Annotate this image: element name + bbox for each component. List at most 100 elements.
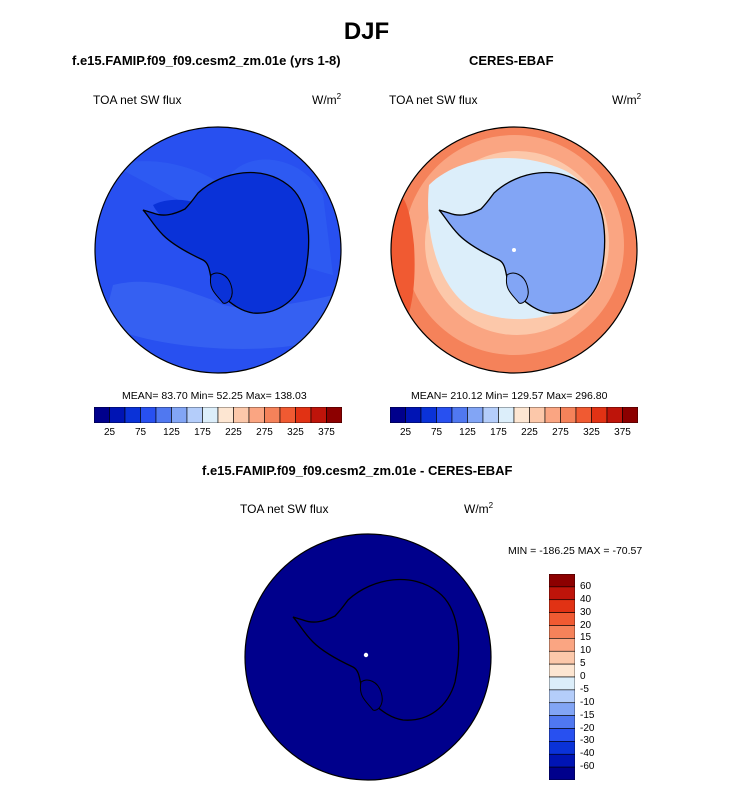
colorbar-tick-label: 325 <box>583 427 600 438</box>
colorbar-swatch <box>124 407 141 423</box>
colorbar-tick-label: 375 <box>614 427 631 438</box>
colorbar-swatch <box>549 728 575 742</box>
colorbar-tick-label: 375 <box>318 427 335 438</box>
colorbar-tick-label: 60 <box>580 580 592 592</box>
obs-panel-title: CERES-EBAF <box>469 53 554 68</box>
model-units-label: W/m2 <box>312 92 342 107</box>
colorbar-swatch <box>560 407 577 423</box>
colorbar-swatch <box>326 407 342 423</box>
colorbar-swatch <box>575 407 592 423</box>
colorbar-swatch <box>482 407 499 423</box>
colorbar-tick-label: 175 <box>194 427 211 438</box>
colorbar-swatch <box>549 676 575 691</box>
colorbar-swatch <box>529 407 546 423</box>
figure-title: DJF <box>343 18 390 45</box>
colorbar-swatch <box>109 407 126 423</box>
colorbar-tick-label: 325 <box>287 427 304 438</box>
colorbar-tick-label: 30 <box>580 606 592 618</box>
diff-panel-title: f.e15.FAMIP.f09_f09.cesm2_zm.01e - CERES… <box>202 463 513 478</box>
colorbar-swatch <box>606 407 623 423</box>
model-stats: MEAN= 83.70 Min= 52.25 Max= 138.03 <box>122 390 307 402</box>
colorbar-swatch <box>549 574 575 588</box>
diff-variable-label: TOA net SW flux <box>240 502 329 516</box>
model-variable-label: TOA net SW flux <box>93 93 182 107</box>
colorbar-tick-label: -10 <box>580 696 595 708</box>
colorbar-swatch <box>155 407 172 423</box>
colorbar-tick-label: 275 <box>256 427 273 438</box>
colorbar-swatch <box>549 741 575 755</box>
colorbar-swatch <box>549 715 575 729</box>
colorbar-swatch <box>279 407 296 423</box>
colorbar-swatch <box>549 689 575 704</box>
diff-units-label: W/m2 <box>464 501 494 516</box>
colorbar-swatch <box>420 407 437 423</box>
colorbar-swatch <box>233 407 250 423</box>
colorbar-tick-label: 275 <box>552 427 569 438</box>
colorbar-swatch <box>549 638 575 652</box>
colorbar-swatch <box>549 612 575 626</box>
colorbar-swatch <box>549 663 575 678</box>
colorbar-swatch <box>544 407 561 423</box>
colorbar-tick-label: 75 <box>134 427 147 438</box>
colorbar-swatch <box>405 407 422 423</box>
colorbar-swatch <box>217 407 234 423</box>
colorbar-swatch <box>549 766 575 780</box>
colorbar-tick-label: 125 <box>163 427 180 438</box>
colorbar-tick-label: -20 <box>580 722 595 734</box>
colorbar-tick-label: -15 <box>580 709 595 721</box>
obs-stats: MEAN= 210.12 Min= 129.57 Max= 296.80 <box>411 390 608 402</box>
colorbar-swatch <box>295 407 312 423</box>
obs-colorbar-labels: 25 75 125 175 225 275 325 375 <box>390 427 638 441</box>
colorbar-swatch <box>202 407 219 423</box>
model-colorbar-labels: 25 75 125 175 225 275 325 375 <box>94 427 342 441</box>
obs-variable-label: TOA net SW flux <box>389 93 478 107</box>
colorbar-tick-label: 25 <box>103 427 116 438</box>
colorbar-swatch <box>436 407 453 423</box>
model-colorbar <box>94 407 342 423</box>
colorbar-tick-label: -60 <box>580 761 595 773</box>
diff-map <box>244 533 492 781</box>
colorbar-tick-label: 225 <box>521 427 538 438</box>
colorbar-tick-label: 125 <box>459 427 476 438</box>
colorbar-swatch <box>186 407 203 423</box>
diff-stats: MIN = -186.25 MAX = -70.57 <box>508 545 643 557</box>
colorbar-tick-label: -30 <box>580 735 595 747</box>
colorbar-tick-label: 20 <box>580 619 592 631</box>
colorbar-swatch <box>591 407 608 423</box>
diff-colorbar <box>549 574 575 780</box>
model-map <box>94 126 342 374</box>
colorbar-swatch <box>513 407 530 423</box>
colorbar-swatch <box>467 407 484 423</box>
colorbar-tick-label: 5 <box>580 658 586 670</box>
obs-colorbar <box>390 407 638 423</box>
colorbar-swatch <box>549 586 575 601</box>
colorbar-swatch <box>549 625 575 639</box>
colorbar-tick-label: 0 <box>580 671 586 682</box>
obs-units-label: W/m2 <box>612 92 642 107</box>
colorbar-tick-label: 225 <box>225 427 242 438</box>
diff-colorbar-labels: 60 40 30 20 15 10 5 0 -5 -10 -15 -20 -30 -40 -60 <box>580 574 620 780</box>
colorbar-tick-label: 40 <box>580 593 592 605</box>
colorbar-tick-label: 175 <box>490 427 507 438</box>
colorbar-swatch <box>549 599 575 613</box>
colorbar-swatch <box>498 407 515 423</box>
colorbar-swatch <box>248 407 265 423</box>
colorbar-swatch <box>622 407 638 423</box>
colorbar-tick-label: -5 <box>580 683 589 695</box>
colorbar-swatch <box>549 650 575 665</box>
colorbar-swatch <box>171 407 188 423</box>
model-panel-title: f.e15.FAMIP.f09_f09.cesm2_zm.01e (yrs 1-… <box>72 53 341 68</box>
colorbar-tick-label: 10 <box>580 645 592 657</box>
colorbar-tick-label: 25 <box>399 427 412 438</box>
colorbar-swatch <box>390 407 406 423</box>
colorbar-swatch <box>140 407 157 423</box>
colorbar-tick-label: 75 <box>430 427 443 438</box>
colorbar-tick-label: -40 <box>580 748 595 760</box>
colorbar-tick-label: 15 <box>580 632 592 644</box>
colorbar-swatch <box>94 407 110 423</box>
colorbar-swatch <box>549 753 575 768</box>
obs-map <box>390 126 638 374</box>
colorbar-swatch <box>549 702 575 716</box>
colorbar-swatch <box>451 407 468 423</box>
colorbar-swatch <box>264 407 281 423</box>
